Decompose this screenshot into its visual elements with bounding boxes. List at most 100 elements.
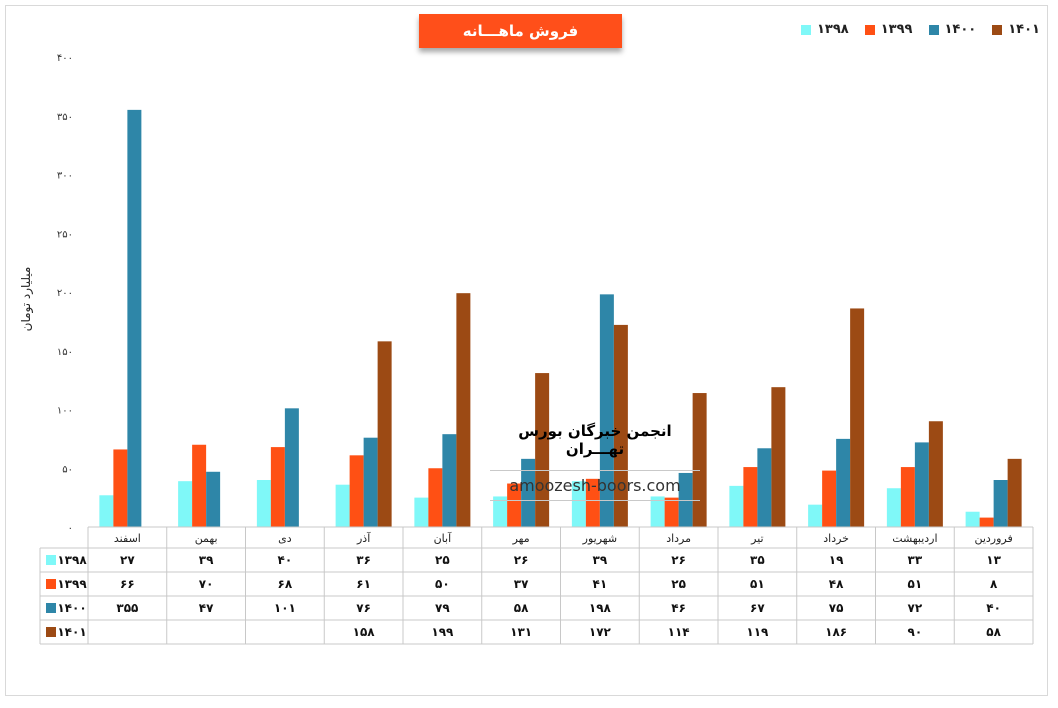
- watermark: انجمن خبرگان بورس تهـــران amoozesh-boor…: [490, 422, 700, 501]
- category-label: آذر: [356, 531, 371, 545]
- bar: [206, 471, 221, 527]
- data-label: ۳۹: [593, 553, 608, 567]
- bar: [192, 444, 207, 527]
- data-label: ۶۶: [120, 577, 135, 591]
- data-label: ۵۱: [908, 577, 923, 591]
- data-label: ۷۲: [908, 601, 923, 615]
- data-label: ۱۳: [986, 553, 1001, 567]
- data-label: ۳۳: [908, 553, 923, 567]
- y-tick-label: ۵۰: [62, 464, 73, 475]
- bar: [599, 294, 614, 527]
- table-series-name: ۱۳۹۹: [57, 577, 87, 591]
- data-label: ۱۸۶: [825, 625, 847, 639]
- bar: [178, 481, 193, 527]
- chart-title: فروش ماهـــانه خاذیــــــــــن: [419, 14, 622, 74]
- data-label: ۷۵: [829, 601, 844, 615]
- data-label: ۶۱: [356, 577, 371, 591]
- legend-label: ۱۴۰۰: [944, 22, 977, 37]
- bar: [535, 373, 550, 527]
- bar: [822, 470, 837, 527]
- data-label: ۴۰: [986, 601, 1001, 615]
- legend-label: ۱۳۹۸: [817, 22, 849, 37]
- data-label: ۲۶: [671, 553, 686, 567]
- bar: [613, 324, 628, 527]
- data-label: ۴۱: [593, 577, 608, 591]
- data-label: ۶۷: [750, 601, 765, 615]
- bar: [270, 447, 285, 527]
- bar: [349, 455, 364, 527]
- bar: [979, 517, 994, 527]
- data-label: ۵۱: [750, 577, 765, 591]
- bar: [1007, 458, 1022, 527]
- bar: [900, 467, 915, 527]
- data-label: ۲۶: [514, 553, 529, 567]
- y-tick-label: ۰: [68, 523, 73, 534]
- bar: [99, 495, 114, 527]
- table-series-name: ۱۴۰۱: [57, 625, 86, 639]
- category-label: مرداد: [666, 532, 691, 545]
- bar: [585, 478, 600, 527]
- legend-label: ۱۴۰۱: [1008, 22, 1040, 37]
- category-label: اردیبهشت: [892, 532, 937, 545]
- y-tick-label: ۴۰۰: [57, 53, 73, 64]
- bar: [808, 504, 823, 527]
- data-label: ۵۸: [514, 601, 529, 615]
- legend-item: ۱۳۹۸: [801, 22, 849, 37]
- legend-swatch: [801, 24, 811, 35]
- legend-label: ۱۳۹۹: [880, 22, 913, 37]
- data-label: ۱۰۱: [274, 601, 296, 615]
- bar: [456, 293, 471, 527]
- bar: [743, 467, 758, 527]
- category-label: شهریور: [582, 532, 617, 545]
- table-series-name: ۱۳۹۸: [57, 553, 87, 567]
- watermark-title: انجمن خبرگان بورس تهـــران: [518, 422, 672, 458]
- data-label: ۱۹۹: [431, 625, 454, 639]
- bar: [414, 497, 429, 527]
- table-series-swatch: [46, 579, 56, 589]
- data-label: ۷۹: [435, 601, 450, 615]
- bar: [757, 448, 772, 527]
- bar: [377, 341, 392, 527]
- y-tick-label: ۳۰۰: [57, 171, 73, 182]
- bar: [521, 458, 536, 527]
- table-series-swatch: [46, 627, 56, 637]
- y-tick-label: ۱۰۰: [57, 406, 73, 417]
- table-series-swatch: [46, 603, 56, 613]
- data-label: ۷۰: [199, 577, 214, 591]
- data-label: ۹۰: [908, 625, 923, 639]
- category-label: دی: [278, 532, 292, 545]
- category-label: فروردین: [974, 532, 1012, 545]
- legend-swatch: [864, 24, 875, 35]
- data-label: ۱۱۹: [746, 625, 769, 639]
- bar: [493, 496, 508, 527]
- bar: [335, 484, 350, 527]
- data-label: ۱۹۸: [589, 601, 612, 615]
- bar: [965, 511, 980, 527]
- data-label: ۴۶: [671, 601, 686, 615]
- category-label: تیر: [750, 532, 763, 545]
- data-label: ۳۵۵: [116, 601, 138, 615]
- bar: [650, 496, 665, 527]
- bar: [127, 109, 142, 527]
- bar: [428, 468, 443, 527]
- bar: [850, 308, 865, 527]
- bar: [363, 437, 378, 527]
- data-label: ۸: [990, 577, 998, 591]
- data-label: ۷۶: [356, 601, 371, 615]
- bar: [664, 497, 679, 527]
- data-label: ۴۷: [199, 601, 214, 615]
- bar: [256, 480, 271, 527]
- bar: [886, 488, 901, 527]
- data-label: ۳۵: [750, 553, 765, 567]
- category-label: مهر: [512, 532, 530, 545]
- data-label: ۶۸: [278, 577, 293, 591]
- data-label: ۱۱۴: [668, 625, 690, 639]
- chart-frame: [5, 5, 1048, 696]
- category-label: خرداد: [823, 532, 849, 545]
- legend: ۱۳۹۸ ۱۳۹۹ ۱۴۰۰ ۱۴۰۱: [801, 22, 1040, 37]
- y-tick-label: ۲۵۰: [57, 229, 73, 240]
- bar: [928, 421, 943, 527]
- bar: [993, 480, 1008, 527]
- data-label: ۵۰: [435, 577, 450, 591]
